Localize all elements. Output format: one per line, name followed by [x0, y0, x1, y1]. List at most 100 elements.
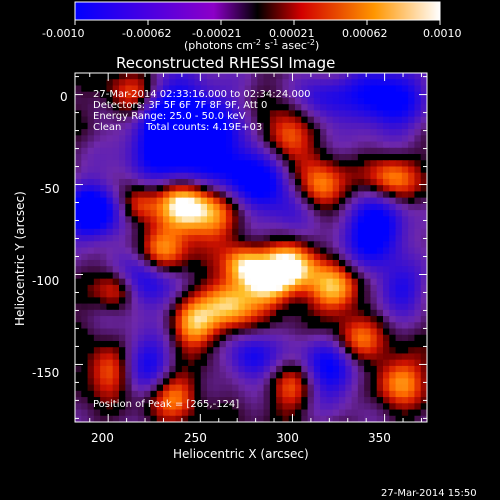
image-pixel	[307, 141, 315, 149]
image-pixel	[232, 359, 240, 367]
image-pixel	[263, 222, 271, 230]
image-pixel	[395, 272, 403, 280]
image-pixel	[383, 203, 390, 211]
image-pixel	[357, 316, 365, 323]
image-pixel	[376, 266, 384, 274]
colorbar-tick-label: -0.00021	[192, 27, 241, 40]
image-pixel	[320, 228, 328, 236]
image-pixel	[395, 73, 403, 80]
image-pixel	[414, 390, 422, 398]
image-pixel	[106, 372, 114, 379]
image-pixel	[244, 235, 252, 242]
image-pixel	[169, 91, 177, 99]
image-pixel	[238, 340, 246, 348]
image-pixel	[100, 409, 108, 417]
image-pixel	[232, 141, 240, 149]
image-pixel	[301, 110, 309, 118]
image-pixel	[339, 129, 346, 136]
image-pixel	[181, 372, 189, 379]
image-pixel	[326, 259, 334, 267]
image-pixel	[257, 365, 265, 373]
image-pixel	[269, 172, 277, 180]
image-pixel	[87, 191, 95, 199]
image-pixel	[188, 316, 196, 323]
image-pixel	[307, 372, 315, 379]
image-pixel	[395, 390, 403, 398]
image-pixel	[150, 353, 158, 361]
image-pixel	[351, 141, 359, 149]
image-pixel	[163, 185, 170, 193]
image-pixel	[263, 309, 271, 317]
image-pixel	[257, 259, 265, 267]
image-pixel	[395, 372, 403, 379]
image-pixel	[137, 73, 145, 80]
image-pixel	[125, 403, 133, 411]
image-pixel	[125, 203, 133, 211]
image-pixel	[301, 222, 309, 230]
image-pixel	[87, 372, 95, 379]
image-pixel	[313, 191, 321, 199]
image-pixel	[376, 259, 384, 267]
image-pixel	[376, 303, 384, 311]
image-pixel	[370, 147, 378, 155]
image-pixel	[313, 210, 321, 217]
image-pixel	[282, 185, 290, 193]
image-pixel	[106, 316, 114, 323]
image-pixel	[112, 353, 120, 361]
image-pixel	[395, 365, 403, 373]
image-pixel	[163, 160, 170, 168]
image-pixel	[181, 259, 189, 267]
image-pixel	[414, 73, 422, 80]
image-pixel	[106, 210, 114, 217]
image-pixel	[288, 403, 296, 411]
image-pixel	[175, 172, 183, 180]
image-pixel	[376, 116, 384, 124]
image-pixel	[370, 203, 378, 211]
image-pixel	[313, 79, 321, 87]
image-pixel	[106, 172, 114, 180]
image-pixel	[251, 172, 258, 180]
image-pixel	[200, 372, 208, 379]
image-pixel	[87, 365, 95, 373]
image-pixel	[276, 241, 284, 249]
image-pixel	[345, 316, 353, 323]
image-pixel	[169, 110, 177, 118]
image-pixel	[370, 122, 378, 130]
image-pixel	[169, 334, 177, 342]
image-pixel	[401, 272, 409, 280]
image-pixel	[219, 79, 227, 87]
image-pixel	[345, 122, 353, 130]
image-pixel	[219, 216, 227, 224]
image-pixel	[408, 197, 416, 205]
image-pixel	[408, 154, 416, 161]
image-pixel	[188, 129, 196, 136]
image-pixel	[119, 409, 126, 417]
image-pixel	[244, 322, 252, 330]
image-pixel	[351, 359, 359, 367]
image-pixel	[144, 210, 152, 217]
image-pixel	[144, 222, 152, 230]
image-pixel	[137, 235, 145, 242]
image-pixel	[238, 104, 246, 111]
image-pixel	[276, 73, 284, 80]
image-pixel	[169, 291, 177, 298]
image-pixel	[307, 197, 315, 205]
image-pixel	[307, 365, 315, 373]
image-pixel	[125, 85, 133, 93]
image-pixel	[414, 272, 422, 280]
image-pixel	[295, 322, 302, 330]
image-pixel	[401, 129, 409, 136]
image-pixel	[420, 272, 427, 280]
image-pixel	[364, 372, 372, 379]
image-pixel	[332, 91, 340, 99]
y-tick-label: -50	[40, 182, 60, 196]
image-pixel	[307, 154, 315, 161]
image-pixel	[351, 147, 359, 155]
image-pixel	[119, 253, 126, 261]
image-pixel	[106, 160, 114, 168]
image-pixel	[87, 278, 95, 286]
image-pixel	[282, 104, 290, 111]
image-pixel	[357, 272, 365, 280]
image-pixel	[163, 253, 170, 261]
image-pixel	[81, 97, 89, 105]
